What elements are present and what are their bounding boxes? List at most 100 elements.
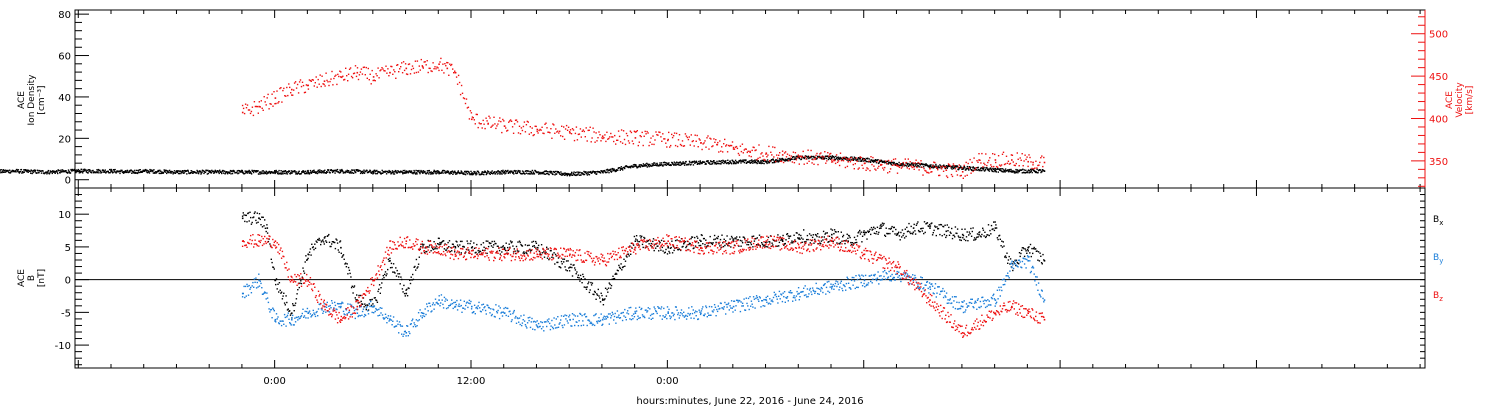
velocity-series-point (941, 165, 944, 167)
bx-series-point (780, 239, 782, 241)
density-series-point (994, 167, 996, 170)
velocity-series-point (388, 75, 390, 77)
density-series-point (571, 171, 573, 174)
density-series-point (379, 171, 381, 173)
density-series-point (360, 171, 363, 174)
bx-series-point (401, 278, 403, 281)
velocity-series-point (672, 135, 675, 137)
density-series-point (1029, 171, 1031, 174)
bx-series-point (982, 227, 984, 229)
density-series-point (725, 160, 727, 162)
density-series-point (607, 170, 609, 172)
bx-series-point (902, 234, 904, 237)
velocity-series-point (887, 172, 889, 174)
by-series-point (450, 303, 452, 305)
bx-series-point (423, 243, 425, 246)
bx-series-point (283, 292, 285, 294)
density-series-point (244, 170, 246, 172)
bx-series-point (339, 241, 341, 243)
density-series-point (170, 172, 172, 174)
density-series-point (135, 172, 137, 174)
by-series-point (299, 317, 301, 319)
density-series-point (75, 171, 77, 174)
by-series-point (416, 325, 418, 327)
bx-series-point (948, 226, 950, 229)
density-series-point (185, 170, 187, 172)
density-series-point (492, 172, 494, 175)
bx-series-point (280, 292, 282, 294)
velocity-series-point (702, 143, 704, 145)
bx-series-point (711, 243, 714, 246)
density-series-point (792, 156, 795, 158)
bx-series-point (1026, 252, 1028, 254)
density-series-point (734, 162, 736, 165)
density-series-point (1004, 169, 1006, 172)
velocity-series-point (627, 140, 630, 142)
density-series-point (743, 159, 745, 161)
velocity-series-point (816, 152, 818, 155)
velocity-series-point (710, 138, 712, 140)
density-series-point (761, 159, 763, 162)
velocity-series-point (438, 69, 440, 72)
bx-series-point (762, 245, 764, 247)
velocity-series-point (485, 117, 487, 119)
density-series-point (322, 170, 324, 172)
velocity-series-point (696, 134, 698, 137)
density-series-point (918, 162, 920, 165)
density-series-point (446, 170, 449, 172)
bx-series-point (1043, 259, 1045, 261)
bx-series-point (614, 273, 616, 275)
velocity-series-point (424, 61, 426, 63)
density-series-point (298, 172, 300, 174)
density-series-point (872, 161, 875, 163)
density-series-point (887, 163, 889, 165)
bx-series-point (965, 236, 968, 238)
density-series-point (129, 171, 131, 173)
bx-series-point (579, 274, 582, 277)
by-series-point (466, 301, 468, 303)
bx-series-point (400, 276, 402, 278)
by-series-point (241, 296, 244, 298)
by-series-point (439, 305, 441, 307)
velocity-series-point (869, 169, 871, 172)
bx-series-point (259, 218, 261, 221)
velocity-series-point (363, 66, 366, 68)
density-series-point (388, 169, 390, 172)
bx-series-point (697, 242, 700, 244)
by-series-point (343, 313, 345, 315)
velocity-series-point (325, 72, 327, 74)
bx-series-point (714, 238, 717, 240)
density-series-point (958, 168, 960, 170)
density-series-point (178, 170, 180, 172)
velocity-series-point (618, 135, 621, 138)
density-series-point (32, 170, 34, 172)
density-series-point (121, 169, 123, 172)
bx-series-point (635, 235, 638, 237)
density-series-point (951, 168, 953, 170)
by-series-point (385, 316, 387, 318)
bx-series-point (744, 237, 746, 240)
density-series-point (196, 170, 199, 172)
density-series-point (785, 158, 787, 160)
density-series-point (365, 170, 367, 172)
velocity-series-point (454, 70, 456, 72)
velocity-series-point (639, 135, 641, 137)
velocity-series-point (659, 131, 661, 134)
bx-series-point (617, 270, 619, 272)
bx-series-point (753, 240, 756, 242)
density-series-point (124, 171, 126, 173)
bx-series-point (253, 212, 256, 215)
velocity-series-point (679, 143, 682, 146)
by-series-point (353, 309, 356, 312)
density-series-point (152, 170, 154, 172)
bx-series-point (391, 266, 393, 269)
bx-series-point (722, 245, 725, 248)
bx-series-point (979, 235, 982, 237)
bx-series-point (966, 231, 968, 233)
by-series-point (359, 306, 361, 308)
by-series-point (306, 307, 309, 310)
bx-series-point (331, 241, 334, 243)
velocity-series-point (895, 164, 898, 166)
velocity-series-point (419, 69, 421, 71)
velocity-series-value (438, 63, 440, 65)
